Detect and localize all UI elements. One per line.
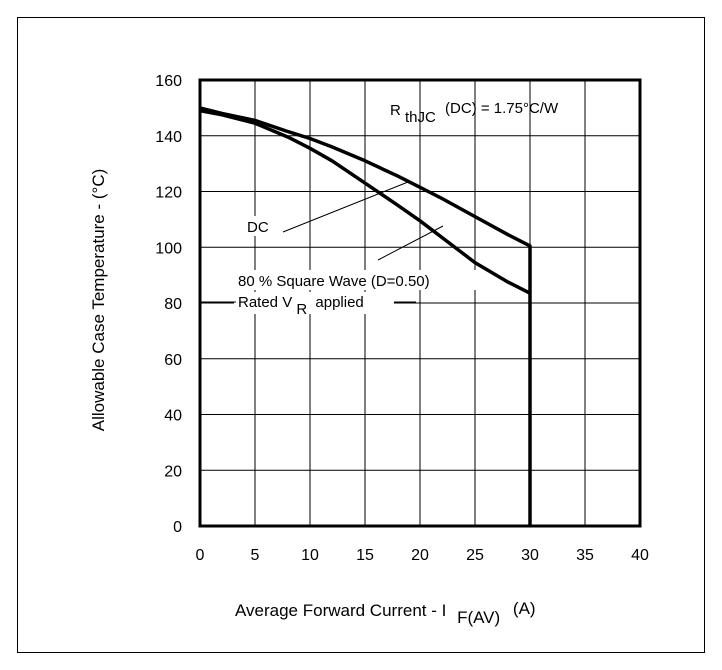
rated-sub: R [296,301,307,318]
sq-label-bg [234,270,484,290]
x-tick-label-2: 10 [301,547,319,564]
x-axis-label-main: Average Forward Current - I [235,601,446,620]
y-tick-label-8: 160 [155,73,182,90]
y-tick-label-4: 80 [164,296,182,313]
rated-suffix: applied [315,294,363,311]
y-tick-label-0: 0 [173,519,182,536]
x-tick-labels: 0 5 10 15 20 25 30 35 40 [196,547,649,564]
rth-sub: thJC [405,109,436,126]
y-tick-label-5: 100 [155,240,182,257]
rated-vr-label: Rated V R applied [238,294,364,318]
dc-leader-line [282,181,409,233]
y-tick-label-2: 40 [164,408,182,425]
rated-prefix: Rated V [238,294,292,311]
x-axis-label-unit: (A) [513,599,536,618]
x-axis-label-sub: F(AV) [457,608,500,627]
square-wave-leader-line [377,225,444,261]
x-tick-label-5: 25 [466,547,484,564]
y-tick-label-7: 140 [155,129,182,146]
rth-text: (DC) = 1.75°C/W [445,100,559,117]
y-tick-labels: 0 20 40 60 80 100 120 140 160 [155,73,182,536]
x-tick-label-7: 35 [576,547,594,564]
x-tick-label-4: 20 [411,547,429,564]
square-wave-label: 80 % Square Wave (D=0.50) [238,273,430,290]
y-tick-label-6: 120 [155,185,182,202]
y-axis-label: Allowable Case Temperature - (°C) [89,169,108,432]
rth-annotation: R thJC (DC) = 1.75°C/W [390,100,559,126]
rth-prefix: R [390,102,401,119]
x-axis-label: Average Forward Current - I F(AV) (A) [235,599,536,627]
dc-label-bg [244,216,274,236]
x-tick-label-3: 15 [356,547,374,564]
x-tick-label-1: 5 [251,547,260,564]
x-tick-label-8: 40 [631,547,649,564]
y-tick-label-1: 20 [164,463,182,480]
rated-label-bg [234,292,394,314]
curves [199,106,532,526]
x-tick-label-6: 30 [521,547,539,564]
y-tick-label-3: 60 [164,352,182,369]
x-tick-label-0: 0 [196,547,205,564]
grid [200,80,640,526]
plot-border [198,78,642,528]
series-line-1 [199,108,531,295]
series-line-0 [199,106,532,526]
dc-label: DC [247,219,269,236]
figure-frame [17,17,705,653]
